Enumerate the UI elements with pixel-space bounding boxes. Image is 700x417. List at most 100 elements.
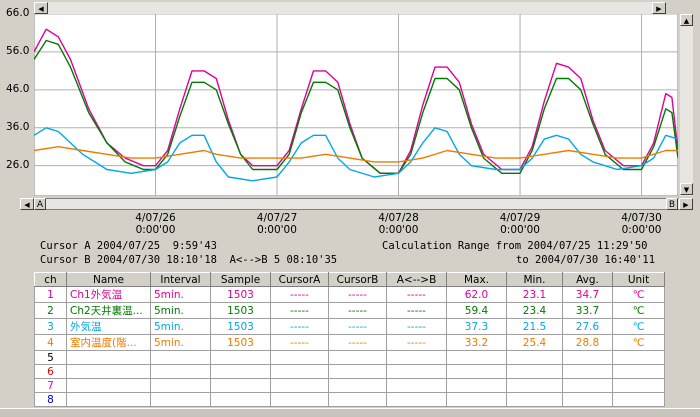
- top-scroll-right-button[interactable]: ▶: [652, 2, 666, 14]
- plot-background: [34, 14, 678, 196]
- cell-ca: [270, 392, 329, 407]
- cell-min: [506, 364, 563, 379]
- column-header[interactable]: Interval: [150, 272, 211, 287]
- x-tick-label: 4/07/30 0:00'00: [621, 212, 662, 236]
- cell-cb: [328, 364, 387, 379]
- cell-name: Ch2天井裏温...: [66, 302, 151, 319]
- cell-max: [446, 392, 507, 407]
- column-header[interactable]: CursorB: [328, 272, 387, 287]
- column-header[interactable]: Max.: [446, 272, 507, 287]
- cell-ca: [270, 364, 329, 379]
- cell-cb: -----: [328, 286, 387, 303]
- cell-ch: 5: [34, 350, 67, 365]
- cell-avg: [562, 392, 613, 407]
- channel-table: ch Name Interval Sample CursorA CursorB A<-->B…: [34, 272, 665, 407]
- cell-ab: -----: [386, 318, 447, 335]
- cell-ch: 4: [34, 334, 67, 351]
- cell-ch: 3: [34, 318, 67, 335]
- right-scrollbar[interactable]: [680, 14, 693, 196]
- cell-min: [506, 378, 563, 393]
- right-scroll-up-button[interactable]: ▲: [680, 14, 693, 26]
- cell-max: 37.3: [446, 318, 507, 335]
- cell-interval: 5min.: [150, 318, 211, 335]
- cell-cb: [328, 350, 387, 365]
- right-scroll-down-button[interactable]: ▼: [680, 183, 693, 195]
- cell-unit: [612, 364, 665, 379]
- x-tick-label: 4/07/26 0:00'00: [135, 212, 176, 236]
- cell-ca: [270, 350, 329, 365]
- cell-avg: 28.8: [562, 334, 613, 351]
- cell-cb: [328, 378, 387, 393]
- cell-name: [66, 378, 151, 393]
- table-row[interactable]: 5: [34, 350, 665, 365]
- cell-unit: ℃: [612, 318, 665, 335]
- cursor-scroll-right-button[interactable]: ▶: [679, 198, 693, 210]
- column-header[interactable]: Sample: [210, 272, 271, 287]
- series-line-3: [34, 127, 678, 182]
- cell-min: 23.1: [506, 286, 563, 303]
- cursor-scrollbar[interactable]: [20, 198, 693, 210]
- cell-min: 25.4: [506, 334, 563, 351]
- y-tick-label: 66.0: [6, 7, 30, 19]
- cell-max: 62.0: [446, 286, 507, 303]
- top-scroll-left-button[interactable]: ◀: [34, 2, 48, 14]
- x-tick-label: 4/07/28 0:00'00: [378, 212, 419, 236]
- y-tick-label: 56.0: [6, 44, 30, 57]
- cell-name: [66, 364, 151, 379]
- cell-unit: ℃: [612, 302, 665, 319]
- cell-unit: [612, 392, 665, 407]
- cursor-b-info: Cursor B 2004/07/30 18:10'18 A<-->B 5 08…: [40, 254, 338, 266]
- column-header[interactable]: A<-->B: [386, 272, 447, 287]
- cell-interval: [150, 364, 211, 379]
- cursor-scroll-left-button[interactable]: ◀: [20, 198, 34, 210]
- y-tick-label: 26.0: [6, 158, 30, 171]
- cell-interval: 5min.: [150, 286, 211, 303]
- cell-min: [506, 392, 563, 407]
- cursor-a-marker[interactable]: A: [34, 198, 46, 210]
- cell-cb: -----: [328, 318, 387, 335]
- column-header[interactable]: Unit: [612, 272, 665, 287]
- table-row[interactable]: 1 Ch1外気温 5min. 1503 ----- ----- ----- 62.0 23.1 3…: [34, 286, 665, 303]
- cell-unit: ℃: [612, 334, 665, 351]
- cell-interval: [150, 378, 211, 393]
- cell-ab: [386, 364, 447, 379]
- cell-max: 59.4: [446, 302, 507, 319]
- cell-ca: -----: [270, 286, 329, 303]
- cell-avg: 33.7: [562, 302, 613, 319]
- table-row[interactable]: 3 外気温 5min. 1503 ----- ----- ----- 37.3 21.5 27.6…: [34, 318, 665, 335]
- status-strip: [0, 408, 700, 417]
- series-line-4: [34, 145, 678, 163]
- column-header[interactable]: CursorA: [270, 272, 329, 287]
- cell-sample: 1503: [210, 318, 271, 335]
- table-row[interactable]: 7: [34, 378, 665, 393]
- cell-name: 外気温: [66, 318, 151, 335]
- cell-max: 33.2: [446, 334, 507, 351]
- top-scrollbar[interactable]: [34, 2, 666, 14]
- cell-ca: -----: [270, 334, 329, 351]
- cell-ab: -----: [386, 334, 447, 351]
- cell-min: 23.4: [506, 302, 563, 319]
- cell-unit: [612, 350, 665, 365]
- cell-sample: [210, 392, 271, 407]
- cell-name: [66, 350, 151, 365]
- cell-ab: [386, 392, 447, 407]
- cell-ch: 1: [34, 286, 67, 303]
- y-tick-label: 46.0: [6, 82, 30, 95]
- cell-sample: 1503: [210, 286, 271, 303]
- cell-interval: [150, 392, 211, 407]
- table-row[interactable]: 8: [34, 392, 665, 407]
- cell-cb: -----: [328, 334, 387, 351]
- column-header[interactable]: Name: [66, 272, 151, 287]
- x-tick-label: 4/07/27 0:00'00: [256, 212, 298, 236]
- column-header[interactable]: Avg.: [562, 272, 613, 287]
- column-header[interactable]: ch: [34, 272, 67, 287]
- cell-interval: 5min.: [150, 334, 211, 351]
- cursor-b-marker[interactable]: B: [666, 198, 678, 210]
- table-row[interactable]: 6: [34, 364, 665, 379]
- cell-ch: 7: [34, 378, 67, 393]
- cell-ch: 2: [34, 302, 67, 319]
- table-row[interactable]: 2 Ch2天井裏温... 5min. 1503 ----- ----- ----- 59.4 2…: [34, 302, 665, 319]
- cursor-a-info: Cursor A 2004/07/25 9:59'43: [40, 240, 218, 252]
- table-row[interactable]: 4 室内温度(階... 5min. 1503 ----- ----- ----- 33.2 25…: [34, 334, 665, 351]
- column-header[interactable]: Min.: [506, 272, 563, 287]
